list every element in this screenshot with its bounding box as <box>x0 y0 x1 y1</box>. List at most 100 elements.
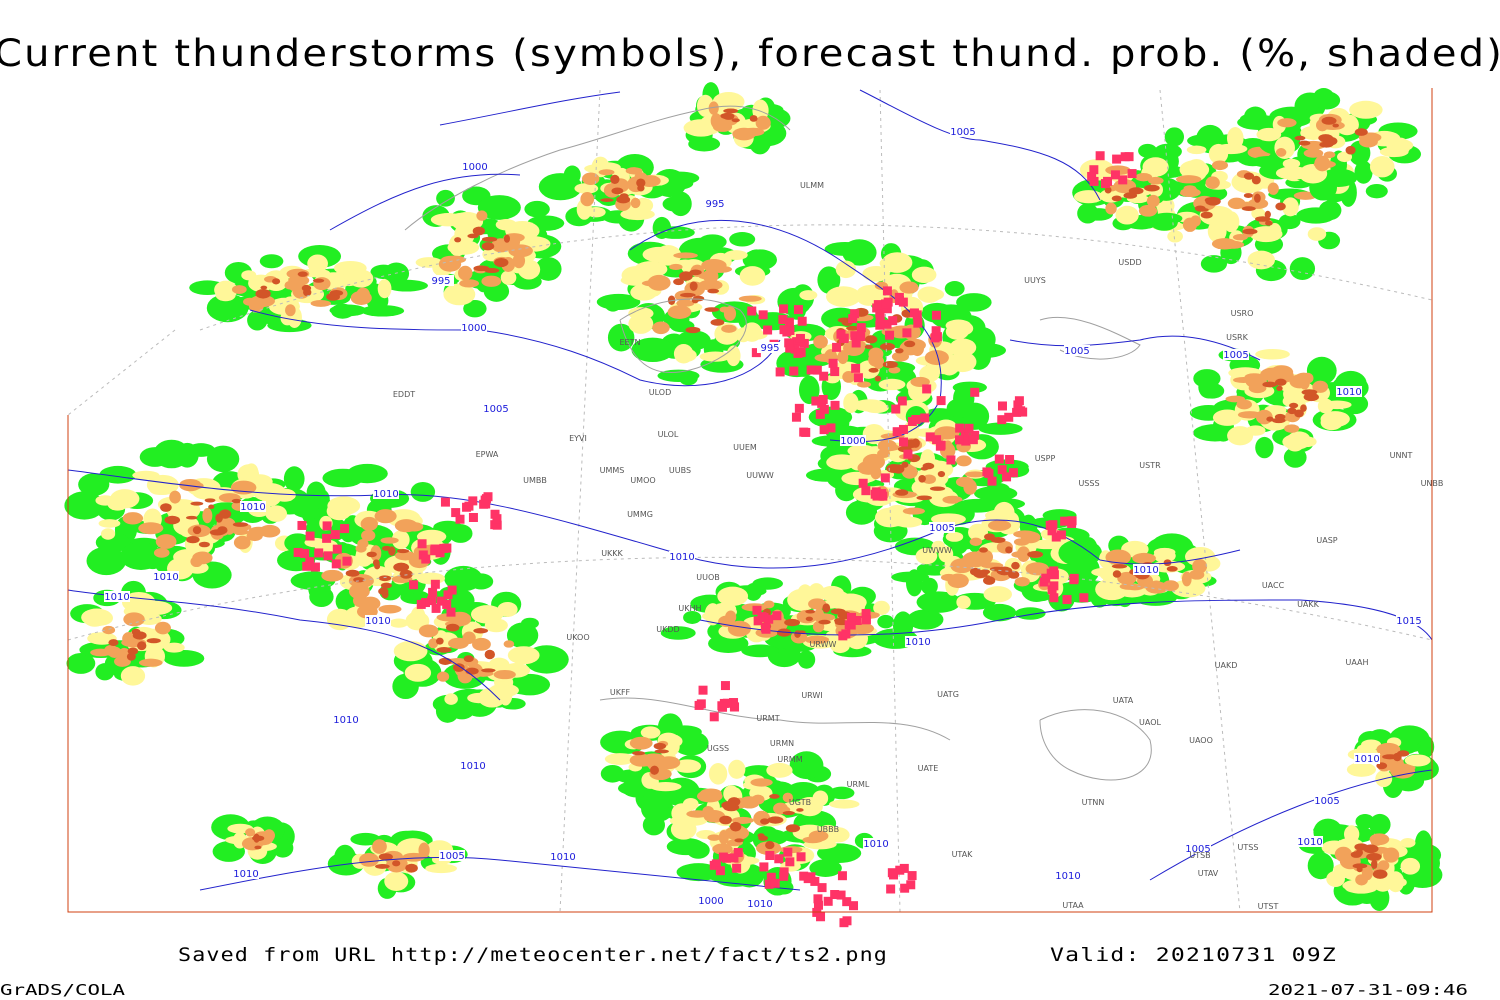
storm-symbol <box>819 371 829 381</box>
probability-cell <box>438 256 462 272</box>
isobar-label: 1005 <box>1185 844 1210 855</box>
probability-cell <box>616 195 631 204</box>
probability-cell <box>969 327 996 352</box>
probability-cell <box>283 466 305 492</box>
probability-cell <box>1183 185 1197 192</box>
storm-symbol <box>888 316 898 326</box>
probability-cell <box>813 335 828 349</box>
probability-cell <box>955 476 974 488</box>
probability-cell <box>209 529 226 536</box>
probability-cell <box>329 304 367 317</box>
storm-symbol <box>468 496 478 506</box>
storm-symbol <box>796 347 806 357</box>
coastline <box>1039 709 1152 781</box>
probability-cell <box>769 616 788 632</box>
station-label: USDD <box>1118 258 1141 267</box>
probability-cell <box>1225 395 1246 403</box>
probability-cell <box>1123 192 1138 199</box>
probability-cell <box>728 759 746 779</box>
storm-symbol <box>875 313 885 323</box>
storm-symbol <box>961 436 971 446</box>
storm-symbol <box>720 681 730 691</box>
probability-cell <box>192 526 202 535</box>
storm-symbol <box>1049 593 1059 603</box>
probability-cell <box>989 566 1005 572</box>
storm-symbol <box>851 338 861 348</box>
storm-symbol <box>932 435 942 445</box>
probability-cell <box>758 835 769 841</box>
probability-cell <box>459 279 480 288</box>
storm-symbol <box>861 609 871 619</box>
probability-cell <box>766 762 793 778</box>
probability-cell <box>796 808 804 812</box>
storm-symbol <box>812 365 822 375</box>
probability-cell <box>249 295 275 308</box>
probability-cell <box>978 547 988 553</box>
probability-cell <box>215 513 223 523</box>
isobar <box>1149 769 1433 881</box>
storm-symbol <box>1008 468 1018 478</box>
storm-symbol <box>431 603 441 613</box>
probability-cell <box>782 811 795 816</box>
thunderstorm-symbols <box>293 151 1137 928</box>
probability-cell <box>1233 376 1255 384</box>
probability-cell <box>982 603 1017 622</box>
probability-cell <box>983 586 1012 603</box>
probability-cell <box>1185 546 1216 567</box>
station-label: UMBB <box>523 476 547 485</box>
probability-cell <box>916 591 961 613</box>
probability-cell <box>1281 197 1299 217</box>
isobar-label: 1005 <box>950 127 975 138</box>
storm-symbol <box>997 465 1007 475</box>
probability-cell <box>1354 160 1373 184</box>
probability-cell <box>729 232 756 247</box>
source-url: Saved from URL http://meteocenter.net/fa… <box>178 944 888 966</box>
probability-cell <box>357 538 369 549</box>
storm-symbol <box>331 559 341 569</box>
isobar-label-bg <box>863 838 889 849</box>
probability-cell <box>698 279 723 291</box>
probability-cell <box>969 537 983 546</box>
probability-cell <box>507 646 540 665</box>
storm-symbol <box>764 614 774 624</box>
isobar-label: 1010 <box>373 489 398 500</box>
probability-cell <box>942 495 963 504</box>
storm-symbol <box>828 358 838 368</box>
probability-cell <box>169 490 181 504</box>
probability-cell <box>1162 580 1179 592</box>
probability-cell <box>868 347 884 361</box>
storm-symbol <box>1045 520 1055 530</box>
probability-cell <box>797 650 816 669</box>
storm-symbol <box>443 590 453 600</box>
isobar-label-bg <box>1133 564 1159 575</box>
probability-cell <box>683 119 719 137</box>
storm-symbol <box>436 596 446 606</box>
probability-cell <box>1289 374 1311 389</box>
probability-cell <box>446 658 470 665</box>
probability-cell <box>643 759 665 768</box>
storm-symbol <box>779 304 789 314</box>
storm-symbol <box>421 554 431 564</box>
probability-cell <box>689 281 698 291</box>
probability-cell <box>1319 168 1358 187</box>
probability-cell <box>1243 172 1255 180</box>
isobar-label: 1000 <box>840 436 865 447</box>
isobar-label: 1010 <box>240 502 265 513</box>
station-label: USSS <box>1078 479 1099 488</box>
probability-cell <box>1243 193 1253 199</box>
probability-cell <box>852 399 887 412</box>
storm-symbol <box>729 698 739 708</box>
storm-symbol <box>1012 407 1022 417</box>
storm-symbol <box>830 890 840 900</box>
probability-cell <box>987 520 1012 531</box>
probability-cell <box>650 766 659 775</box>
isobar-label: 995 <box>431 276 450 287</box>
probability-cell <box>899 281 919 294</box>
storm-symbol <box>1060 516 1070 526</box>
probability-cell <box>726 345 741 367</box>
probability-cell <box>881 508 903 521</box>
station-label: UMMS <box>600 466 625 475</box>
probability-cell <box>436 671 450 682</box>
probability-cell <box>153 548 170 558</box>
storm-symbol <box>815 409 825 419</box>
